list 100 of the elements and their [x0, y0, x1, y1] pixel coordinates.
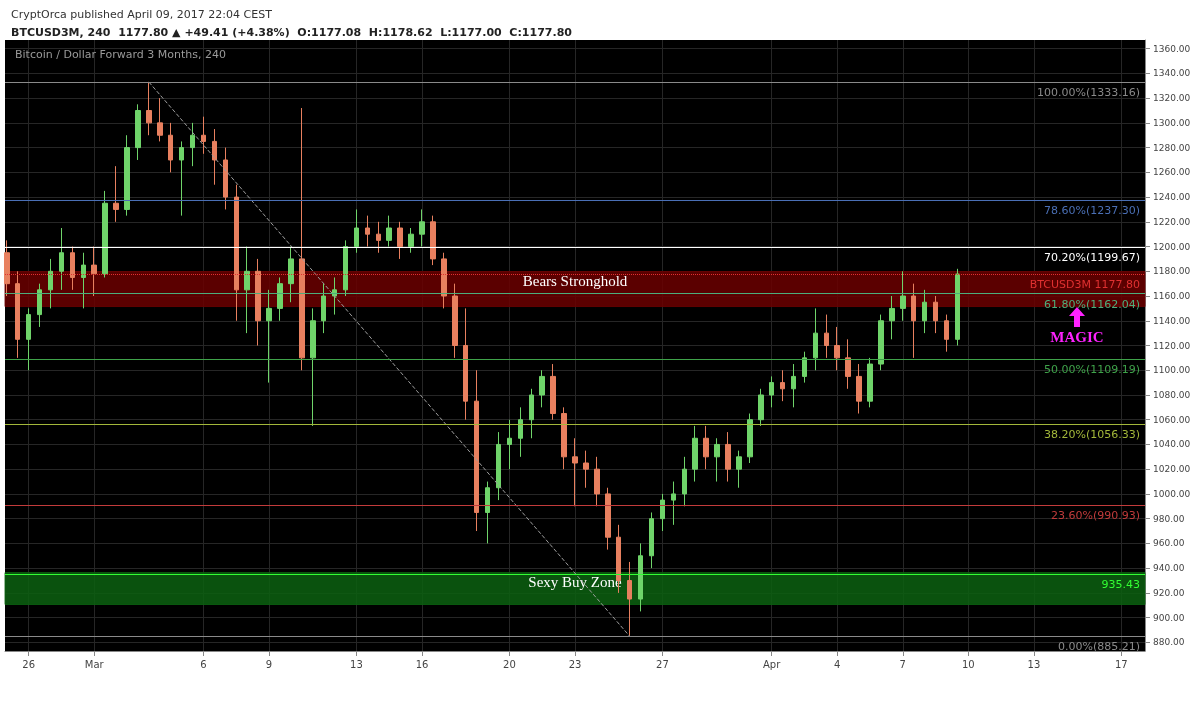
candlestick	[234, 184, 239, 322]
y-tick-label: 900.00	[1153, 612, 1185, 623]
candlestick	[277, 276, 283, 322]
candlestick	[791, 363, 796, 408]
y-tick-label: 1080.00	[1153, 389, 1191, 400]
ref-line-label: 61.80%(1162.04)	[1043, 297, 1140, 311]
x-tick-label: 23	[568, 658, 582, 670]
candlestick	[496, 431, 501, 501]
ref-line-label: 70.20%(1199.67)	[1043, 250, 1140, 264]
candlestick	[758, 388, 764, 427]
candlestick	[824, 314, 829, 359]
ref-line-label: 100.00%(1333.16)	[1036, 85, 1140, 99]
y-tick-label: 880.00	[1153, 637, 1185, 648]
candlestick	[397, 221, 403, 260]
candlestick	[769, 375, 774, 408]
candlestick	[747, 413, 753, 464]
x-tick-label: 16	[415, 658, 429, 670]
x-tick-label: 13	[350, 658, 363, 670]
y-tick-label: 1000.00	[1153, 488, 1191, 499]
candlestick	[780, 369, 785, 402]
text: Bitcoin / Dollar Forward 3 Months, 240	[15, 48, 226, 61]
candlestick	[955, 268, 960, 346]
candlestick	[572, 437, 578, 507]
candlestick	[529, 388, 534, 439]
ref-line-label: 78.60%(1237.30)	[1043, 204, 1140, 218]
x-tick-label: Mar	[84, 658, 105, 670]
candlestick	[703, 425, 709, 470]
candlestick	[649, 511, 654, 569]
candlestick	[671, 481, 676, 526]
y-tick-label: 1200.00	[1153, 241, 1191, 252]
candlestick	[102, 190, 108, 278]
candlestick	[813, 307, 818, 371]
x-tick-label: 20	[503, 658, 516, 670]
candlestick	[638, 542, 643, 612]
candlestick	[190, 122, 195, 167]
candlestick	[682, 456, 687, 507]
candlestick	[627, 561, 632, 637]
x-tick-label: 27	[656, 658, 669, 670]
candlestick	[48, 258, 53, 309]
candlestick	[201, 116, 206, 155]
candlestick	[376, 221, 381, 254]
y-tick-label: 1180.00	[1153, 266, 1191, 277]
candlestick	[135, 103, 141, 161]
candlestick	[91, 246, 97, 297]
candlestick	[463, 307, 468, 421]
candlestick	[223, 147, 228, 210]
candlestick	[452, 283, 458, 359]
x-tick-label: 6	[200, 658, 207, 670]
candlestick	[550, 363, 556, 421]
candlestick	[124, 134, 130, 217]
candlestick	[168, 122, 173, 173]
candlestick	[539, 369, 545, 408]
candlestick	[944, 314, 949, 353]
candlestick	[911, 283, 916, 359]
y-tick-label: 1340.00	[1153, 68, 1191, 79]
candlestick	[802, 351, 807, 384]
ref-line-label: 50.00%(1109.19)	[1043, 362, 1140, 376]
y-tick-label: 960.00	[1153, 538, 1185, 549]
candlestick	[288, 246, 294, 303]
candlestick	[430, 215, 436, 266]
candlestick	[15, 270, 20, 359]
candlestick	[485, 481, 490, 544]
y-tick-label: 1100.00	[1153, 365, 1191, 376]
x-tick-label: 26	[22, 658, 36, 670]
candlestick	[146, 81, 152, 136]
candlestick	[889, 295, 895, 340]
candlestick	[419, 208, 425, 248]
candlestick	[299, 107, 305, 371]
candlestick	[4, 239, 10, 297]
candlestick	[354, 208, 359, 254]
candlestick	[332, 276, 337, 316]
candlestick	[845, 338, 851, 390]
candlestick	[157, 97, 163, 142]
candlestick	[441, 252, 447, 309]
candlestick	[922, 289, 927, 334]
candlestick	[518, 406, 523, 458]
y-tick-label: 1040.00	[1153, 439, 1191, 450]
candlestick	[244, 246, 250, 334]
annotation: MAGIC	[1050, 329, 1104, 345]
candlestick	[321, 283, 326, 334]
y-tick-label: 1160.00	[1153, 291, 1191, 302]
text: CryptOrca published April 09, 2017 22:04 CEST	[11, 8, 273, 21]
y-tick-label: 920.00	[1153, 587, 1185, 598]
candlestick	[212, 128, 217, 186]
candlestick	[507, 419, 512, 470]
candlestick	[834, 326, 840, 371]
y-tick-label: 1360.00	[1153, 43, 1191, 54]
candlestick	[583, 450, 589, 489]
candlestick	[856, 363, 862, 415]
y-tick-label: 1300.00	[1153, 117, 1191, 128]
candlestick	[561, 406, 567, 470]
y-tick-label: 1280.00	[1153, 142, 1191, 153]
candlestick	[605, 487, 611, 551]
candlestick	[725, 431, 731, 483]
candlestick	[59, 227, 64, 291]
y-tick-label: 980.00	[1153, 513, 1185, 524]
y-tick-label: 1120.00	[1153, 340, 1191, 351]
ref-line-label: 38.20%(1056.33)	[1043, 428, 1140, 442]
x-tick-label: 10	[961, 658, 975, 670]
candlestick	[113, 165, 119, 223]
